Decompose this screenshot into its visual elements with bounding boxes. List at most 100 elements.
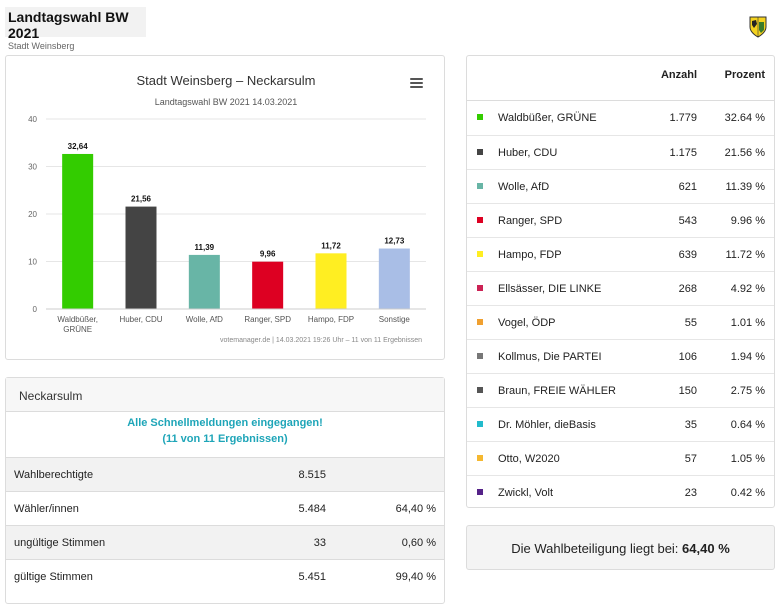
results-table: Anzahl Prozent Waldbüßer, GRÜNE 1.779 32.6… xyxy=(466,55,775,508)
vote-count: 1.779 xyxy=(669,112,697,124)
chart-menu-icon[interactable] xyxy=(410,78,423,89)
candidate-name: Dr. Möhler, dieBasis xyxy=(498,419,596,431)
vote-percent: 0.42 % xyxy=(730,487,765,499)
data-label: 32,64 xyxy=(68,142,89,151)
vote-count: 106 xyxy=(678,351,697,363)
info-row: ungültige Stimmen 33 0,60 % xyxy=(6,525,444,559)
page-subtitle: Stadt Weinsberg xyxy=(8,41,75,51)
table-row: Vogel, ÖDP 55 1.01 % xyxy=(467,305,774,339)
vote-count: 150 xyxy=(678,385,697,397)
candidate-name: Ellsässer, DIE LINKE xyxy=(498,283,602,295)
party-color-swatch xyxy=(477,319,483,325)
chart-card: Stadt Weinsberg – Neckarsulm Landtagswah… xyxy=(5,55,445,360)
table-row: Braun, FREIE WÄHLER 150 2.75 % xyxy=(467,373,774,407)
info-row-value: 8.515 xyxy=(298,469,326,481)
turnout-value: 64,40 % xyxy=(682,541,730,556)
info-card: Neckarsulm Alle Schnellmeldungen eingega… xyxy=(5,377,445,604)
table-row: Ranger, SPD 543 9.96 % xyxy=(467,203,774,237)
bar xyxy=(252,261,284,309)
x-tick-label: GRÜNE xyxy=(63,325,92,334)
x-tick-label: Ranger, SPD xyxy=(244,315,291,324)
vote-count: 55 xyxy=(684,317,697,329)
info-row: Wahlberechtigte 8.515 xyxy=(6,457,444,491)
x-tick-label: Waldbüßer, xyxy=(57,315,98,324)
y-tick-label: 20 xyxy=(28,210,37,219)
info-row-percent: 64,40 % xyxy=(395,503,436,515)
data-label: 9,96 xyxy=(260,250,276,259)
info-row-label: gültige Stimmen xyxy=(14,571,93,583)
bar xyxy=(125,206,157,309)
party-color-swatch xyxy=(477,353,483,359)
data-label: 11,72 xyxy=(321,241,341,250)
vote-percent: 0.64 % xyxy=(730,419,765,431)
table-row: Dr. Möhler, dieBasis 35 0.64 % xyxy=(467,407,774,441)
vote-percent: 9.96 % xyxy=(730,215,765,227)
data-label: 21,56 xyxy=(131,195,152,204)
vote-percent: 1.05 % xyxy=(730,453,765,465)
vote-percent: 2.75 % xyxy=(730,385,765,397)
page-title: Landtagswahl BW 2021 xyxy=(8,9,129,41)
party-color-swatch xyxy=(477,251,483,257)
vote-count: 1.175 xyxy=(669,147,697,159)
x-tick-label: Huber, CDU xyxy=(119,315,162,324)
party-color-swatch xyxy=(477,421,483,427)
candidate-name: Braun, FREIE WÄHLER xyxy=(498,385,616,397)
info-row-label: ungültige Stimmen xyxy=(14,537,106,549)
candidate-name: Zwickl, Volt xyxy=(498,487,554,499)
vote-percent: 11.72 % xyxy=(725,249,765,261)
candidate-name: Ranger, SPD xyxy=(498,215,563,227)
info-row: Wähler/innen 5.484 64,40 % xyxy=(6,491,444,525)
party-color-swatch xyxy=(477,489,483,495)
x-tick-label: Sonstige xyxy=(379,315,411,324)
candidate-name: Waldbüßer, GRÜNE xyxy=(498,112,597,124)
party-color-swatch xyxy=(477,183,483,189)
vote-count: 35 xyxy=(684,419,697,431)
turnout-banner: Die Wahlbeteiligung liegt bei: 64,40 % xyxy=(466,525,775,570)
coat-of-arms-icon xyxy=(749,16,767,38)
table-row: Waldbüßer, GRÜNE 1.779 32.64 % xyxy=(467,101,774,135)
vote-percent: 21.56 % xyxy=(724,147,765,159)
table-row: Kollmus, Die PARTEI 106 1.94 % xyxy=(467,339,774,373)
party-color-swatch xyxy=(477,217,483,223)
bar-chart: 0 10 20 30 40 32,64 Waldbüßer,GRÜNE 21,56 Huber,… xyxy=(28,115,426,334)
column-header-count: Anzahl xyxy=(660,69,697,81)
info-row-value: 5.451 xyxy=(298,571,326,583)
vote-count: 57 xyxy=(684,453,697,465)
page-header: Landtagswahl BW 2021 Stadt Weinsberg xyxy=(5,7,146,51)
party-color-swatch xyxy=(477,285,483,291)
candidate-name: Hampo, FDP xyxy=(498,249,562,261)
info-row: gültige Stimmen 5.451 99,40 % xyxy=(6,559,444,593)
column-header-percent: Prozent xyxy=(724,69,765,81)
vote-percent: 1.01 % xyxy=(730,317,765,329)
party-color-swatch xyxy=(477,387,483,393)
y-tick-label: 30 xyxy=(28,163,37,172)
info-row-percent: 0,60 % xyxy=(401,537,436,549)
table-row: Zwickl, Volt 23 0.42 % xyxy=(467,475,774,509)
chart-title: Stadt Weinsberg – Neckarsulm xyxy=(136,73,316,88)
status-message: Alle Schnellmeldungen eingegangen! (11 v… xyxy=(6,412,444,457)
x-tick-label: Hampo, FDP xyxy=(308,315,354,324)
info-heading: Neckarsulm xyxy=(6,378,444,412)
bar xyxy=(62,153,94,309)
vote-percent: 1.94 % xyxy=(730,351,765,363)
bar xyxy=(188,254,220,309)
party-color-swatch xyxy=(477,149,483,155)
candidate-name: Otto, W2020 xyxy=(498,453,560,465)
bar xyxy=(315,253,347,309)
chart-credits[interactable]: votemanager.de | 14.03.2021 19:26 Uhr – … xyxy=(220,337,422,344)
vote-percent: 11.39 % xyxy=(725,181,765,193)
table-row: Wolle, AfD 621 11.39 % xyxy=(467,169,774,203)
vote-count: 543 xyxy=(678,215,697,227)
data-label: 12,73 xyxy=(384,237,405,246)
top-bar: Landtagswahl BW 2021 Stadt Weinsberg xyxy=(0,0,780,51)
vote-count: 621 xyxy=(678,181,697,193)
status-message-line2: (11 von 11 Ergebnissen) xyxy=(162,433,288,445)
y-tick-label: 0 xyxy=(33,305,38,314)
candidate-name: Huber, CDU xyxy=(498,147,558,159)
y-tick-label: 40 xyxy=(28,115,37,124)
candidate-name: Vogel, ÖDP xyxy=(498,317,556,329)
data-label: 11,39 xyxy=(195,243,215,252)
info-row-value: 33 xyxy=(313,537,326,549)
table-header: Anzahl Prozent xyxy=(467,56,774,101)
vote-count: 639 xyxy=(678,249,697,261)
